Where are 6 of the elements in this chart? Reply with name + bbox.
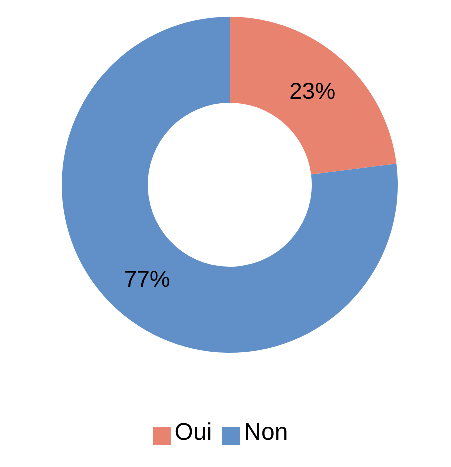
donut-slice — [62, 17, 398, 353]
legend-label: Oui — [174, 419, 212, 446]
data-label: 23% — [290, 78, 336, 104]
data-label: 77% — [124, 266, 170, 292]
legend-label: Non — [244, 419, 288, 446]
donut-slice — [230, 17, 397, 175]
